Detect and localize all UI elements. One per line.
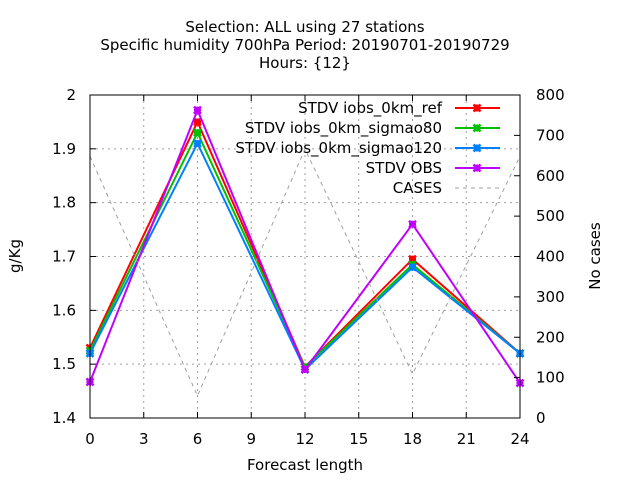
y-tick-label: 1.4: [52, 409, 76, 427]
y2-axis: 0 100 200 300 400 500 600 700 800: [514, 86, 565, 427]
y2-tick-label: 200: [536, 328, 565, 346]
y2-axis-label: No cases: [586, 222, 604, 290]
data-point: [472, 123, 482, 133]
y-tick-label: 1.7: [52, 248, 76, 266]
legend-entry: STDV iobs_0km_sigmao120: [235, 139, 500, 158]
x-tick-label: 6: [193, 430, 203, 448]
y2-tick-label: 600: [536, 167, 565, 185]
data-point: [193, 105, 202, 115]
y-tick-label: 1.6: [52, 301, 76, 319]
legend-entry: STDV iobs_0km_sigmao80: [245, 119, 500, 138]
legend-entry: CASES: [393, 179, 500, 197]
y2-tick-label: 0: [536, 409, 546, 427]
data-point: [472, 163, 482, 173]
x-axis: 0 3 6 9 12 15 18 21 24: [85, 95, 530, 448]
x-axis-label: Forecast length: [247, 456, 363, 474]
x-tick-label: 15: [349, 430, 368, 448]
legend-entry: STDV OBS: [366, 159, 500, 177]
title-line-0: Selection: ALL using 27 stations: [185, 18, 424, 36]
legend-label: CASES: [393, 179, 442, 197]
x-tick-label: 24: [510, 430, 529, 448]
legend-label: STDV iobs_0km_ref: [298, 99, 443, 118]
series-layer: [85, 105, 525, 398]
data-point: [408, 219, 417, 229]
x-tick-label: 0: [85, 430, 95, 448]
y2-tick-label: 300: [536, 288, 565, 306]
data-point: [193, 139, 202, 148]
legend-label: STDV iobs_0km_sigmao120: [235, 139, 442, 158]
x-tick-label: 9: [246, 430, 256, 448]
y-tick-label: 2: [66, 86, 76, 104]
y2-tick-label: 500: [536, 207, 565, 225]
y-tick-label: 1.5: [52, 355, 76, 373]
y-tick-label: 1.8: [52, 194, 76, 212]
legend-label: STDV iobs_0km_sigmao80: [245, 119, 442, 138]
y2-tick-label: 400: [536, 248, 565, 266]
series-1: [85, 128, 525, 372]
chart-title: Selection: ALL using 27 stationsSpecific…: [100, 18, 509, 72]
x-tick-label: 3: [139, 430, 149, 448]
data-point: [472, 143, 482, 153]
data-point: [193, 117, 202, 127]
series-4: [89, 147, 521, 398]
legend-label: STDV OBS: [366, 159, 442, 177]
y-axis: 1.4 1.5 1.6 1.7 1.8 1.9 2: [52, 86, 96, 427]
x-tick-label: 21: [457, 430, 476, 448]
data-point: [472, 103, 482, 113]
data-point: [408, 262, 417, 272]
y2-tick-label: 100: [536, 369, 565, 387]
title-line-1: Specific humidity 700hPa Period: 2019070…: [100, 36, 509, 54]
x-tick-label: 18: [403, 430, 422, 448]
legend-entry: STDV iobs_0km_ref: [298, 99, 500, 118]
data-point: [300, 365, 310, 374]
title-line-2: Hours: {12}: [259, 54, 351, 72]
x-tick-label: 12: [295, 430, 314, 448]
y-axis-label: g/Kg: [6, 239, 24, 273]
y2-tick-label: 700: [536, 126, 565, 144]
data-point: [193, 128, 202, 138]
y-tick-label: 1.9: [52, 140, 76, 158]
y2-tick-label: 800: [536, 86, 565, 104]
series-line: [89, 147, 521, 398]
